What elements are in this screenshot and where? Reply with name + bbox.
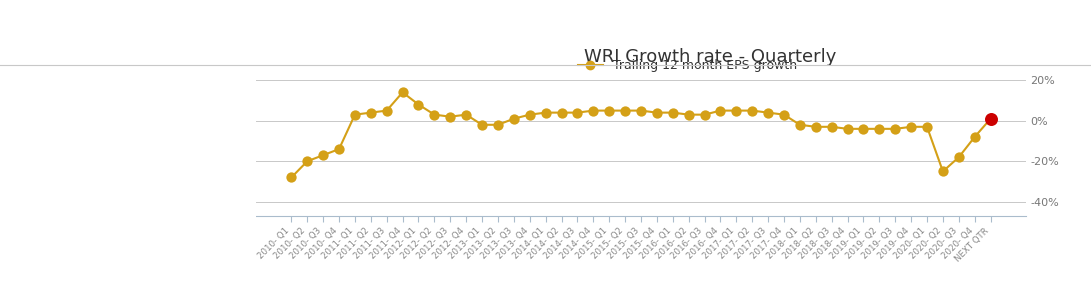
Text: STOCK TRADERS DAILY: STOCK TRADERS DAILY <box>80 45 232 58</box>
Point <box>648 110 666 115</box>
Point <box>902 124 920 129</box>
Point <box>585 108 602 113</box>
Point <box>632 108 649 113</box>
Point <box>600 108 618 113</box>
Point <box>442 114 459 119</box>
Point <box>966 134 983 139</box>
Point <box>537 110 554 115</box>
Point <box>489 122 506 127</box>
Point <box>425 112 443 117</box>
Point <box>616 108 634 113</box>
Circle shape <box>0 9 142 105</box>
Point <box>473 122 491 127</box>
Point <box>887 126 904 131</box>
Point <box>823 124 840 129</box>
Point <box>919 124 936 129</box>
Point <box>394 90 411 95</box>
Point <box>854 126 872 131</box>
Point <box>568 110 586 115</box>
Point <box>743 108 760 113</box>
Point <box>696 112 714 117</box>
Point <box>871 126 888 131</box>
Point <box>505 116 523 121</box>
Point <box>791 122 808 127</box>
Point <box>299 159 316 164</box>
Point <box>664 110 682 115</box>
Point <box>283 175 300 180</box>
Point <box>377 108 395 113</box>
Title: WRI Growth rate - Quarterly: WRI Growth rate - Quarterly <box>584 48 837 66</box>
Point <box>711 108 729 113</box>
Point <box>934 169 951 174</box>
Point <box>776 112 793 117</box>
Point <box>457 112 475 117</box>
Point <box>807 124 825 129</box>
Point <box>759 110 777 115</box>
Point <box>839 126 856 131</box>
Point <box>346 112 363 117</box>
Point <box>362 110 380 115</box>
Point <box>728 108 745 113</box>
Point <box>680 112 697 117</box>
Point <box>521 112 539 117</box>
Point <box>410 102 428 107</box>
Point <box>950 155 968 160</box>
Point <box>982 116 999 121</box>
Point <box>553 110 571 115</box>
Point <box>331 147 348 152</box>
Legend: Trailing 12 month EPS growth: Trailing 12 month EPS growth <box>573 54 802 77</box>
Point <box>314 153 332 158</box>
